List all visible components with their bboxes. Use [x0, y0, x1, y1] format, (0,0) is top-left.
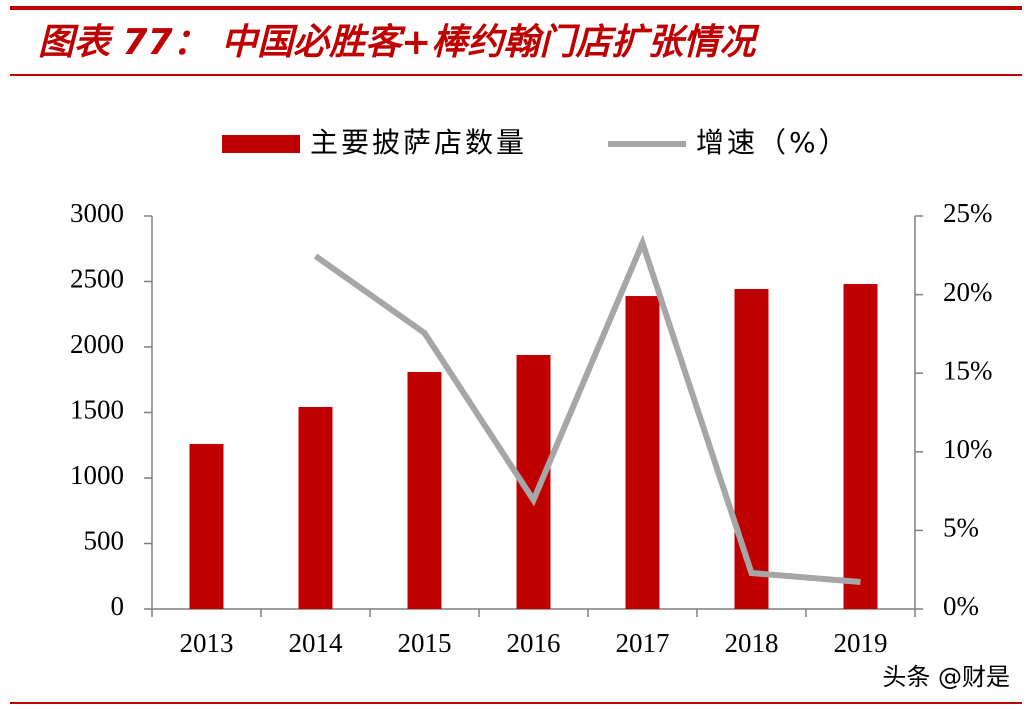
y2-tick-label: 10%	[943, 434, 993, 464]
bar	[625, 296, 660, 609]
bar	[843, 283, 878, 609]
y2-tick-label: 0%	[943, 591, 979, 621]
top-rule	[10, 6, 1022, 10]
y-tick-label: 3000	[70, 198, 124, 228]
legend-label: 主要披萨店数量	[310, 126, 527, 159]
x-tick-label: 2013	[180, 628, 234, 658]
y-tick-label: 1500	[70, 395, 124, 425]
x-tick-label: 2017	[616, 628, 670, 658]
title-rule	[10, 74, 1022, 76]
legend-label: 增速（%）	[696, 126, 850, 159]
y-tick-label: 500	[84, 526, 125, 556]
y2-tick-label: 25%	[943, 198, 993, 228]
x-tick-label: 2018	[725, 628, 779, 658]
bar	[734, 288, 769, 609]
x-tick-label: 2014	[289, 628, 344, 658]
bar	[407, 372, 442, 609]
y2-tick-label: 5%	[943, 513, 979, 543]
x-tick-label: 2015	[398, 628, 452, 658]
y-tick-label: 0	[111, 591, 125, 621]
y-tick-label: 2500	[70, 264, 124, 294]
watermark: 头条 @财是	[882, 663, 1010, 691]
y-tick-label: 2000	[70, 329, 124, 359]
legend-swatch	[222, 135, 300, 153]
line	[313, 234, 861, 585]
y2-tick-label: 15%	[943, 355, 993, 385]
bottom-rule	[10, 702, 1022, 704]
x-tick-label: 2019	[834, 628, 888, 658]
bar	[298, 406, 333, 609]
y-tick-label: 1000	[70, 460, 124, 490]
bar	[189, 443, 224, 609]
chart-title: 图表 77： 中国必胜客+棒约翰门店扩张情况	[38, 22, 760, 63]
y2-tick-label: 20%	[943, 277, 993, 307]
x-tick-label: 2016	[507, 628, 561, 658]
